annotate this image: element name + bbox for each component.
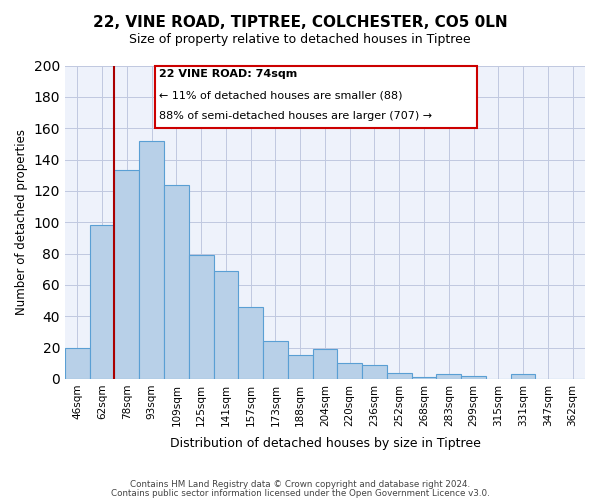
- Bar: [189, 255, 214, 379]
- Bar: [412, 378, 436, 379]
- Text: ← 11% of detached houses are smaller (88): ← 11% of detached houses are smaller (88…: [159, 90, 403, 101]
- Bar: [436, 374, 461, 379]
- Text: Contains public sector information licensed under the Open Government Licence v3: Contains public sector information licen…: [110, 489, 490, 498]
- Bar: [288, 356, 313, 379]
- Bar: [362, 365, 387, 379]
- Bar: [65, 348, 89, 379]
- X-axis label: Distribution of detached houses by size in Tiptree: Distribution of detached houses by size …: [170, 437, 481, 450]
- Text: Size of property relative to detached houses in Tiptree: Size of property relative to detached ho…: [129, 32, 471, 46]
- Bar: [164, 184, 189, 379]
- Bar: [214, 271, 238, 379]
- FancyBboxPatch shape: [155, 66, 477, 128]
- Bar: [313, 349, 337, 379]
- Text: 22 VINE ROAD: 74sqm: 22 VINE ROAD: 74sqm: [159, 68, 297, 78]
- Text: Contains HM Land Registry data © Crown copyright and database right 2024.: Contains HM Land Registry data © Crown c…: [130, 480, 470, 489]
- Y-axis label: Number of detached properties: Number of detached properties: [15, 129, 28, 315]
- Text: 88% of semi-detached houses are larger (707) →: 88% of semi-detached houses are larger (…: [159, 111, 432, 121]
- Bar: [461, 376, 486, 379]
- Bar: [238, 307, 263, 379]
- Bar: [511, 374, 535, 379]
- Bar: [263, 342, 288, 379]
- Bar: [89, 226, 115, 379]
- Bar: [115, 170, 139, 379]
- Bar: [139, 140, 164, 379]
- Bar: [387, 372, 412, 379]
- Text: 22, VINE ROAD, TIPTREE, COLCHESTER, CO5 0LN: 22, VINE ROAD, TIPTREE, COLCHESTER, CO5 …: [92, 15, 508, 30]
- Bar: [337, 363, 362, 379]
